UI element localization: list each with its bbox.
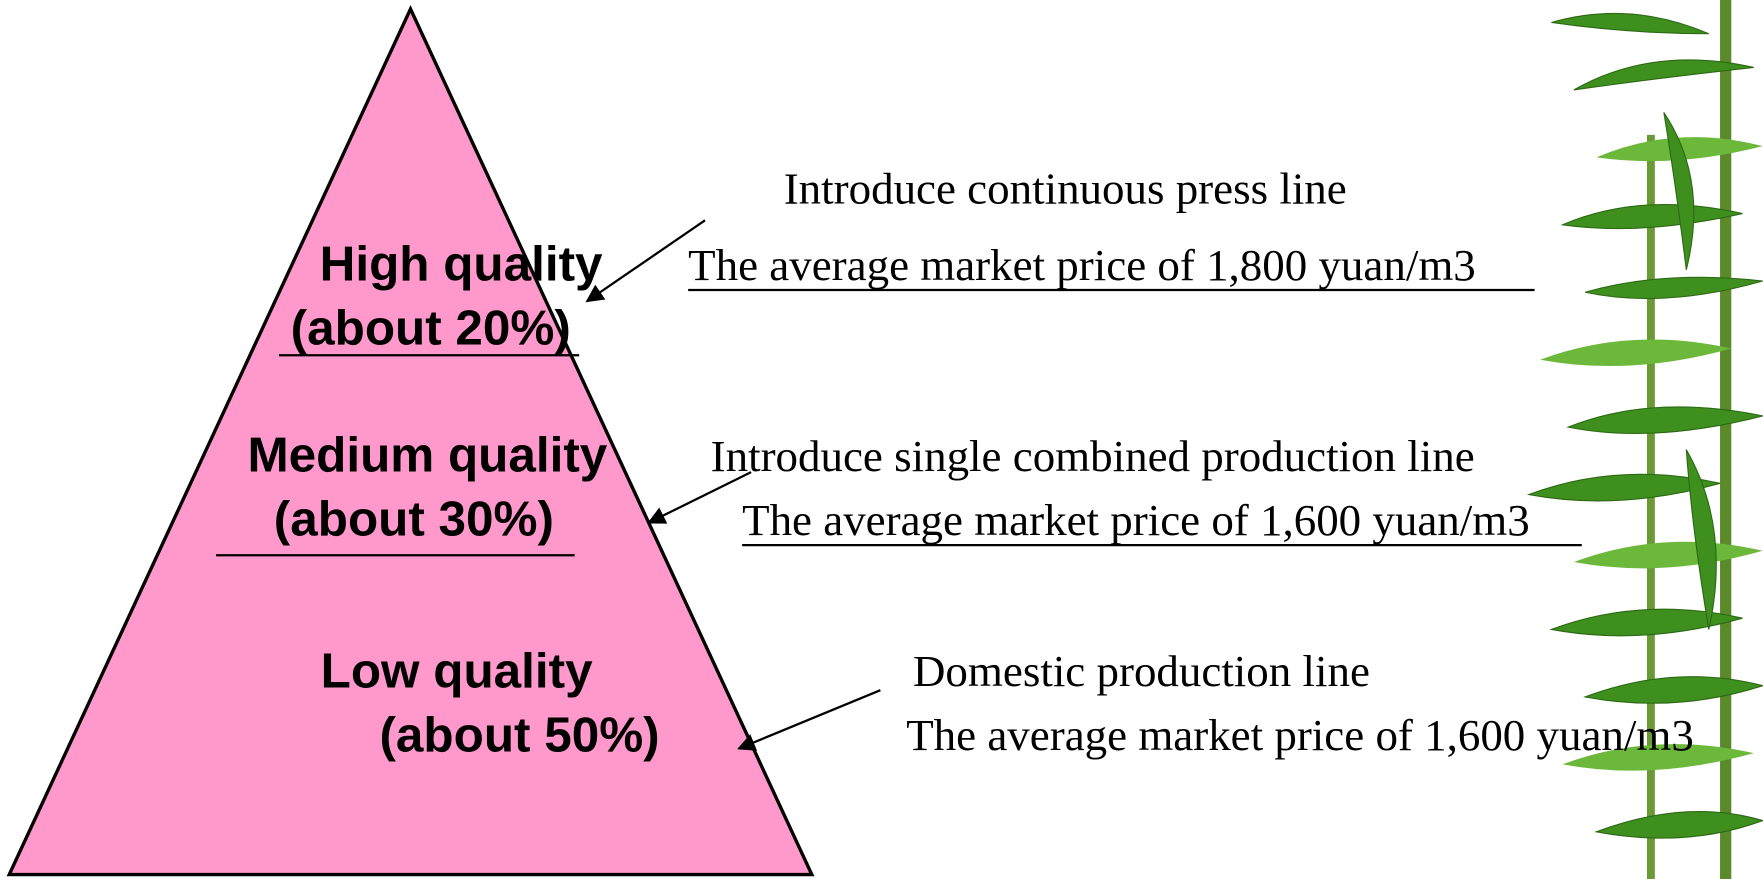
- level-label: Low quality: [321, 643, 593, 698]
- level-share: (about 30%): [274, 492, 554, 547]
- production-line: Domestic production line: [913, 646, 1370, 696]
- pyramid: [6, 4, 815, 877]
- level-label: High quality: [320, 237, 603, 292]
- price: The average market price of 1,600 yuan/m…: [742, 495, 1530, 545]
- level-label: Medium quality: [247, 428, 607, 483]
- production-line: Introduce single combined production lin…: [711, 431, 1475, 481]
- price: The average market price of 1,800 yuan/m…: [688, 240, 1476, 290]
- arrow: [647, 471, 752, 524]
- level-share: (about 20%): [291, 301, 571, 356]
- level-share: (about 50%): [379, 708, 659, 763]
- production-line: Introduce continuous press line: [784, 164, 1347, 214]
- price: The average market price of 1,600 yuan/m…: [906, 710, 1694, 760]
- arrow: [585, 219, 706, 303]
- arrow: [737, 689, 881, 751]
- bamboo-decoration: [1526, 0, 1763, 879]
